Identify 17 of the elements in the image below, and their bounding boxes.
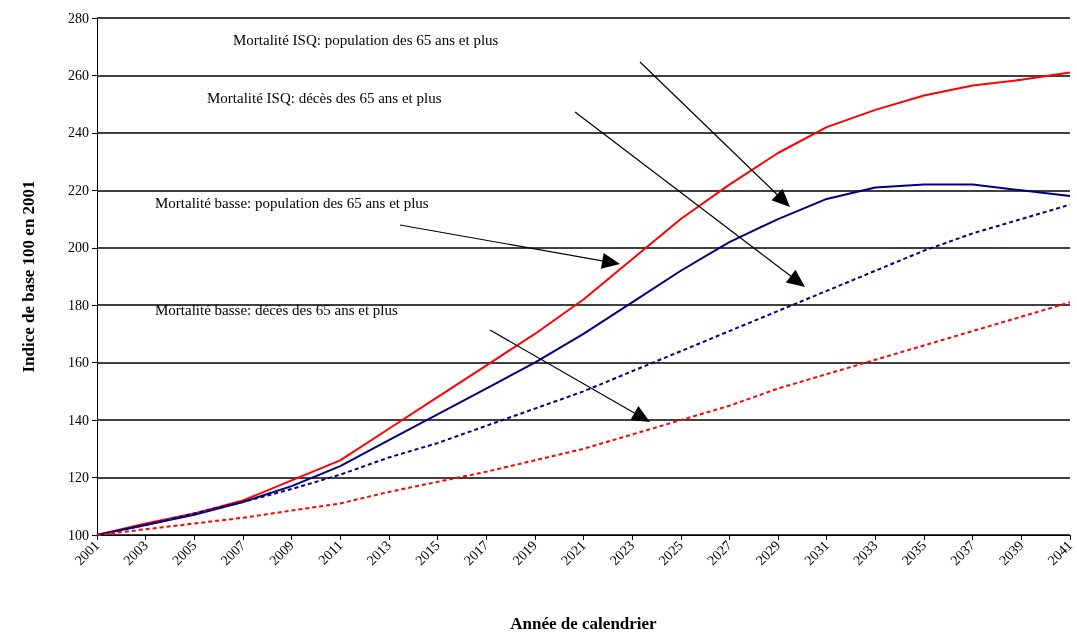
y-tick-label: 120 <box>68 470 89 486</box>
annotation: Mortalité ISQ: population des 65 ans et plus <box>233 31 499 48</box>
y-tick-label: 280 <box>68 10 89 26</box>
annotation: Mortalité ISQ: décès des 65 ans et plus <box>207 89 442 106</box>
annotation: Mortalité basse: décès des 65 ans et plus <box>155 301 399 318</box>
x-tick-label: 2011 <box>315 537 346 568</box>
y-tick-label: 240 <box>68 125 89 141</box>
y-tick-label: 260 <box>68 67 89 83</box>
y-tick-label: 200 <box>68 240 89 256</box>
annotation: Mortalité basse: population des 65 ans et plus <box>155 194 429 211</box>
y-tick-label: 140 <box>68 412 89 428</box>
y-tick-label: 180 <box>68 297 89 313</box>
y-tick-label: 220 <box>68 182 89 198</box>
y-axis-title: Indice de base 100 en 2001 <box>19 180 38 373</box>
y-tick-label: 160 <box>68 355 89 371</box>
x-axis-title: Année de calendrier <box>510 614 658 633</box>
y-tick-label: 100 <box>68 527 89 543</box>
